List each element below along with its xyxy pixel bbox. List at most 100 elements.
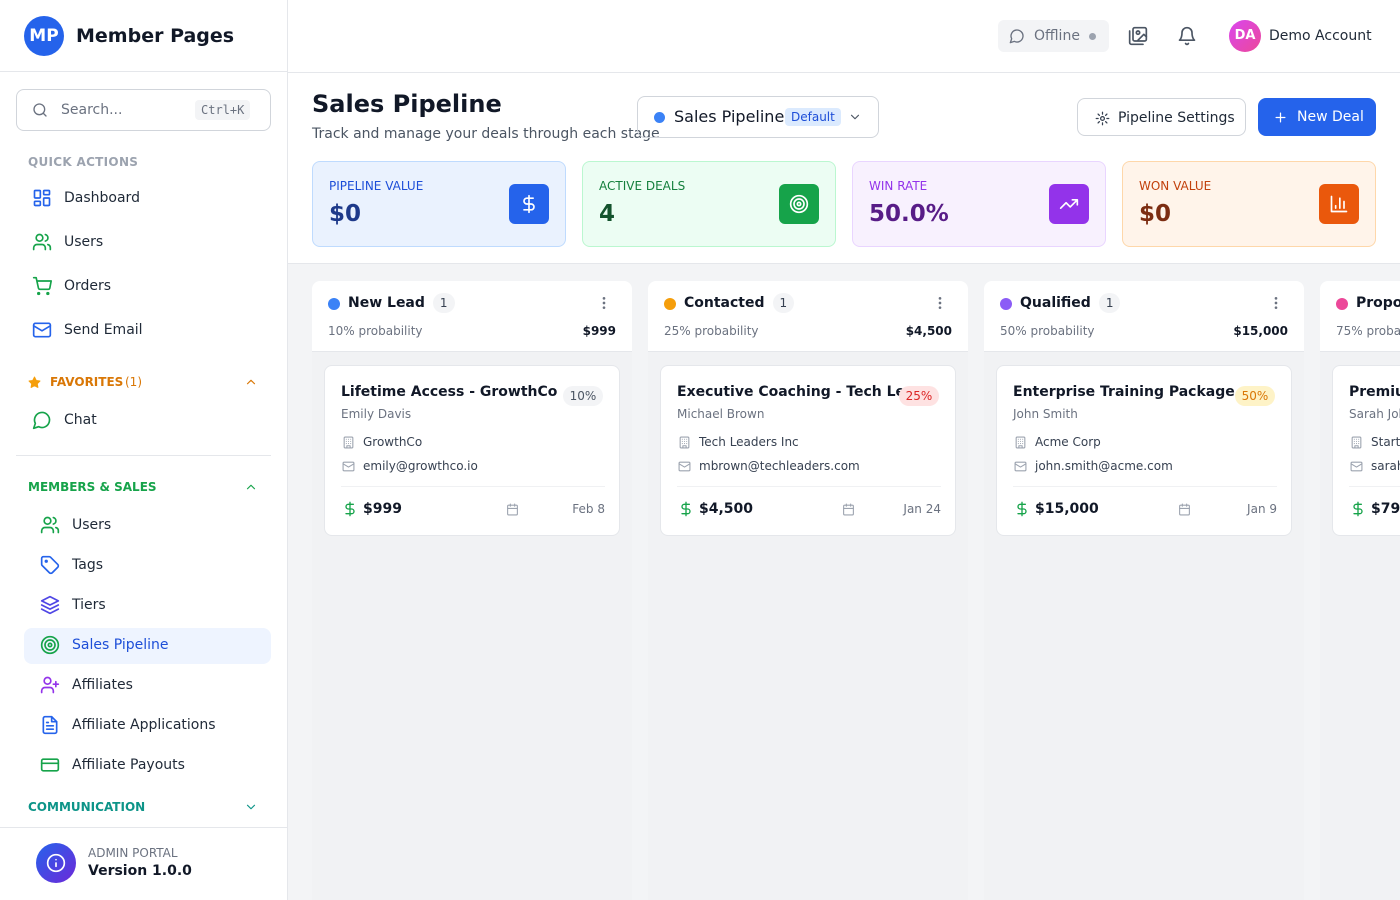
icon[interactable]: [932, 295, 948, 311]
stat-label: WON VALUE: [1139, 179, 1212, 193]
icon-shape: [602, 306, 606, 309]
icon: [40, 515, 60, 535]
icon-shape: [507, 503, 518, 515]
icon-shape: [40, 604, 60, 615]
stat-label: PIPELINE VALUE: [329, 179, 424, 193]
column-name: Propos: [1356, 295, 1400, 311]
nav-item[interactable]: Tags: [72, 557, 103, 573]
icon-shape: [40, 555, 60, 575]
icon-shape: [32, 411, 51, 430]
icon[interactable]: [1268, 295, 1284, 311]
nav-item[interactable]: Send Email: [64, 322, 143, 338]
column-probability: 25% probability: [664, 324, 759, 338]
pipeline-select[interactable]: Sales Pipeline Default: [637, 96, 879, 138]
stat-card: WIN RATE 50.0%: [852, 161, 1106, 247]
icon-shape: [850, 114, 860, 120]
deal-company: GrowthCo: [363, 435, 423, 449]
search-shortcut: Ctrl+K: [195, 100, 251, 120]
icon-shape: [43, 676, 52, 685]
icon-shape: [1095, 111, 1110, 125]
icon-shape: [246, 379, 256, 385]
icon-shape: [1275, 112, 1286, 122]
icon[interactable]: [1177, 26, 1197, 46]
icon: [244, 800, 258, 814]
icon: [1178, 503, 1191, 516]
button-label: Pipeline Settings: [1118, 110, 1235, 126]
icon-shape: [938, 306, 942, 309]
search-placeholder: Search...: [61, 102, 123, 118]
icon: [244, 480, 258, 494]
nav-item[interactable]: Users: [64, 234, 104, 250]
column-count: 1: [772, 293, 795, 313]
icon-shape: [40, 635, 60, 655]
search-box[interactable]: Search... Ctrl+K: [16, 89, 271, 131]
nav-item[interactable]: Chat: [64, 412, 97, 428]
icon: [342, 460, 355, 473]
deal-company: Startu: [1371, 435, 1400, 449]
icon-shape: [33, 189, 42, 199]
nav-item[interactable]: Dashboard: [64, 190, 140, 206]
deal-title: Premium: [1349, 384, 1400, 400]
icon-shape: [342, 461, 355, 471]
icon-shape: [602, 297, 606, 309]
deal-email: mbrown@techleaders.com: [699, 459, 860, 473]
icon-shape: [1179, 503, 1190, 509]
icon-shape: [345, 438, 352, 448]
column-name: Contacted: [684, 295, 765, 311]
divider: [1349, 486, 1400, 487]
icon: [519, 194, 539, 214]
icon-shape: [43, 516, 52, 525]
probability-badge: 25%: [899, 386, 939, 406]
stat-value: 50.0%: [869, 201, 949, 227]
nav-item[interactable]: Sales Pipeline: [72, 637, 169, 653]
pipeline-settings-button[interactable]: Pipeline Settings: [1077, 98, 1246, 136]
deal-title: Enterprise Training Package - ...: [1013, 384, 1267, 400]
stat-value: $0: [329, 201, 362, 227]
icon-shape: [33, 103, 46, 116]
stat-card: ACTIVE DEALS 4: [582, 161, 836, 247]
icon-shape: [1274, 297, 1278, 309]
user-avatar[interactable]: DA: [1229, 20, 1261, 52]
nav-item[interactable]: Users: [72, 517, 112, 533]
deal-card[interactable]: Premium Sarah Joh Startu sarah $790: [1332, 365, 1400, 536]
status-text: Offline: [1034, 28, 1080, 44]
icon-shape: [28, 376, 41, 388]
column-dot: [664, 298, 676, 310]
deal-amount: $15,000: [1035, 501, 1099, 517]
icon-shape: [246, 484, 256, 490]
icon: [842, 503, 855, 516]
icon-shape: [1353, 501, 1363, 517]
deal-amount: $999: [363, 501, 402, 517]
deal-card[interactable]: Executive Coaching - Tech Lea... 25% Micha…: [660, 365, 956, 536]
nav-item[interactable]: Affiliate Payouts: [72, 757, 185, 773]
column-header: [648, 281, 968, 352]
nav-item[interactable]: Affiliate Applications: [72, 717, 216, 733]
icon[interactable]: [596, 295, 612, 311]
column-total: $999: [582, 324, 616, 338]
deal-date: Jan 9: [1247, 502, 1277, 516]
icon: [789, 194, 809, 214]
nav-item[interactable]: Tiers: [72, 597, 106, 613]
column-header: [984, 281, 1304, 352]
icon-shape: [1128, 30, 1144, 46]
deal-card[interactable]: Lifetime Access - GrowthCo 10% Emily Davis…: [324, 365, 620, 536]
icon-shape: [40, 595, 60, 615]
icon[interactable]: [1128, 26, 1148, 46]
topbar: [288, 0, 1400, 73]
icon-shape: [1351, 436, 1362, 448]
deal-card[interactable]: Enterprise Training Package - ... 50% John…: [996, 365, 1292, 536]
icon-shape: [44, 639, 56, 651]
icon-shape: [1017, 501, 1027, 517]
deal-title: Executive Coaching - Tech Lea...: [677, 384, 931, 400]
icon-shape: [1014, 461, 1027, 471]
nav-item[interactable]: Orders: [64, 278, 112, 294]
icon-shape: [246, 379, 256, 385]
icon-shape: [32, 322, 52, 338]
icon-shape: [1179, 503, 1190, 515]
nav-item[interactable]: Affiliates: [72, 677, 133, 693]
icon-shape: [1059, 199, 1079, 209]
kanban-column: Contacted 1 25% probability $4,500 Executive…: [648, 281, 968, 900]
new-deal-button[interactable]: New Deal: [1258, 98, 1376, 136]
icon-shape: [42, 112, 47, 117]
user-name[interactable]: Demo Account: [1269, 28, 1372, 44]
